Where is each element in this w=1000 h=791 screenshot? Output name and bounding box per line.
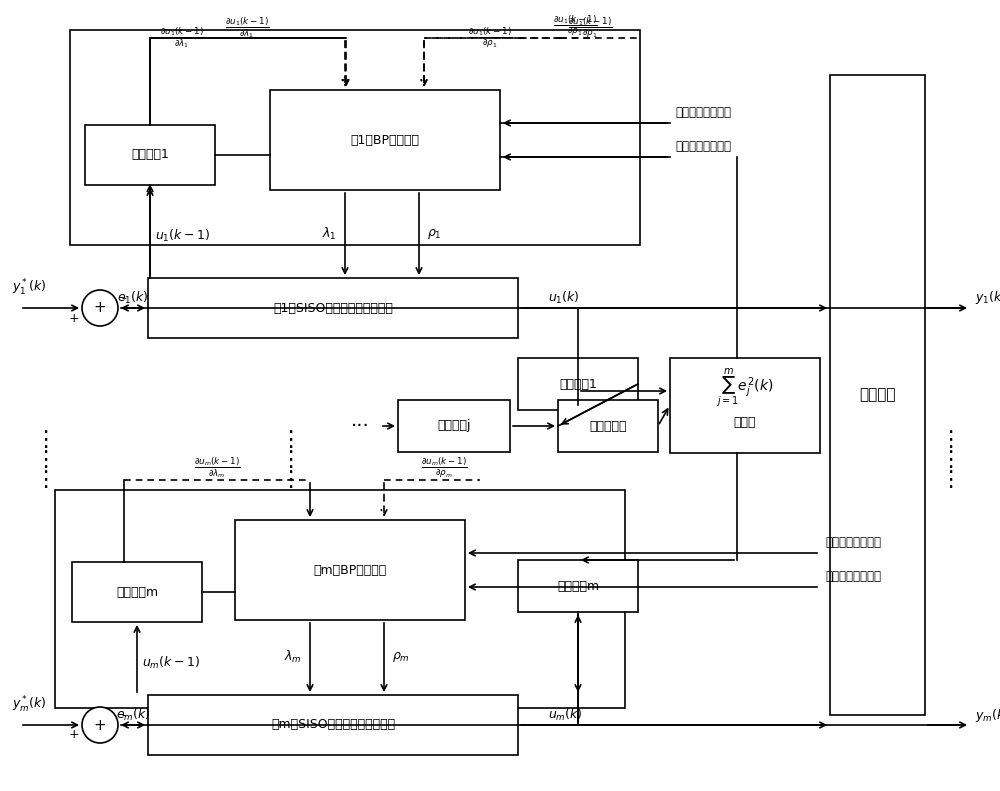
- Bar: [518, 560, 638, 612]
- Bar: [398, 400, 510, 452]
- Text: 偏导信息m: 偏导信息m: [116, 585, 158, 599]
- Bar: [830, 75, 925, 715]
- Bar: [148, 695, 518, 755]
- Bar: [85, 125, 215, 185]
- Text: ⋮: ⋮: [939, 450, 961, 470]
- Text: ⋮: ⋮: [34, 470, 56, 490]
- Text: $e_m(k)$: $e_m(k)$: [116, 707, 150, 723]
- Text: $e_1(k)$: $e_1(k)$: [117, 290, 149, 306]
- Circle shape: [82, 707, 118, 743]
- Bar: [518, 358, 638, 410]
- Text: 偏导信息1: 偏导信息1: [131, 149, 169, 161]
- Text: $y_m^*(k)$: $y_m^*(k)$: [12, 695, 47, 715]
- Text: 更新隐含层权系数: 更新隐含层权系数: [825, 536, 881, 550]
- Text: ⋮: ⋮: [279, 450, 301, 470]
- Text: 更新隐含层权系数: 更新隐含层权系数: [675, 107, 731, 119]
- Bar: [72, 562, 202, 622]
- Text: $\lambda_1$: $\lambda_1$: [322, 226, 337, 242]
- Text: $\frac{\partial u_1(k-1)}{\partial \lambda_1}$: $\frac{\partial u_1(k-1)}{\partial \lamb…: [225, 16, 269, 40]
- Bar: [670, 358, 820, 453]
- Text: ⋮: ⋮: [34, 450, 56, 470]
- Text: $\frac{\partial u_1(k-1)}{\partial \lambda_1}$: $\frac{\partial u_1(k-1)}{\partial \lamb…: [160, 25, 204, 51]
- Text: $\frac{\partial u_1(k-1)}{\partial \rho_1}$: $\frac{\partial u_1(k-1)}{\partial \rho_…: [468, 26, 512, 51]
- Text: 更新输出层权系数: 更新输出层权系数: [825, 570, 881, 584]
- Bar: [55, 490, 625, 708]
- Text: +: +: [94, 301, 106, 316]
- Text: $y_1^*(k)$: $y_1^*(k)$: [12, 278, 46, 298]
- Text: $\frac{\partial u_1(k-1)}{\partial \rho_1}$: $\frac{\partial u_1(k-1)}{\partial \rho_…: [568, 16, 612, 40]
- Bar: [70, 30, 640, 245]
- Text: 梯度信息m: 梯度信息m: [557, 580, 599, 592]
- Text: ···: ···: [351, 417, 369, 436]
- Text: ⋮: ⋮: [279, 470, 301, 490]
- Text: $\frac{\partial u_m(k-1)}{\partial \rho_m}$: $\frac{\partial u_m(k-1)}{\partial \rho_…: [421, 456, 467, 480]
- Circle shape: [82, 290, 118, 326]
- Text: 第m个BP神经网络: 第m个BP神经网络: [313, 563, 387, 577]
- Text: $\lambda_m$: $\lambda_m$: [284, 649, 302, 665]
- Text: $u_m(k)$: $u_m(k)$: [548, 707, 583, 723]
- Bar: [235, 520, 465, 620]
- Text: $\sum_{j=1}^{m}e_j^2(k)$: $\sum_{j=1}^{m}e_j^2(k)$: [716, 366, 774, 410]
- Text: 梯度信息j: 梯度信息j: [437, 419, 471, 433]
- Text: 第m个SISO紧格式无模型控制器: 第m个SISO紧格式无模型控制器: [271, 718, 395, 732]
- Text: $\rho_m$: $\rho_m$: [392, 650, 410, 664]
- Text: $u_1(k)$: $u_1(k)$: [548, 290, 580, 306]
- Text: 第1个BP神经网络: 第1个BP神经网络: [351, 134, 420, 146]
- Text: ⋮: ⋮: [34, 430, 56, 450]
- Text: 梯度信息集: 梯度信息集: [589, 419, 627, 433]
- Text: 第1个SISO紧格式无模型控制器: 第1个SISO紧格式无模型控制器: [273, 301, 393, 315]
- Text: -: -: [121, 293, 126, 307]
- Text: 梯度信息1: 梯度信息1: [559, 377, 597, 391]
- Text: $\rho_1$: $\rho_1$: [427, 227, 442, 241]
- Text: $y_1(k)$: $y_1(k)$: [975, 290, 1000, 306]
- Text: -: -: [121, 710, 126, 724]
- Text: +: +: [94, 717, 106, 732]
- Text: $\frac{\partial u_1(k-1)}{\partial \rho_1}$: $\frac{\partial u_1(k-1)}{\partial \rho_…: [553, 13, 597, 38]
- Text: +: +: [68, 312, 79, 324]
- Text: 最小化: 最小化: [734, 417, 756, 430]
- Text: ⋮: ⋮: [279, 430, 301, 450]
- Text: 被控对象: 被控对象: [859, 388, 896, 403]
- Text: +: +: [68, 729, 79, 741]
- Text: 更新输出层权系数: 更新输出层权系数: [675, 141, 731, 153]
- Text: ⋮: ⋮: [939, 470, 961, 490]
- Text: $u_m(k-1)$: $u_m(k-1)$: [142, 655, 200, 671]
- Text: $\frac{\partial u_m(k-1)}{\partial \lambda_m}$: $\frac{\partial u_m(k-1)}{\partial \lamb…: [194, 456, 240, 480]
- Bar: [270, 90, 500, 190]
- Text: ⋮: ⋮: [939, 430, 961, 450]
- Text: $u_1(k-1)$: $u_1(k-1)$: [155, 228, 210, 244]
- Text: $y_m(k)$: $y_m(k)$: [975, 706, 1000, 724]
- Bar: [148, 278, 518, 338]
- Bar: [558, 400, 658, 452]
